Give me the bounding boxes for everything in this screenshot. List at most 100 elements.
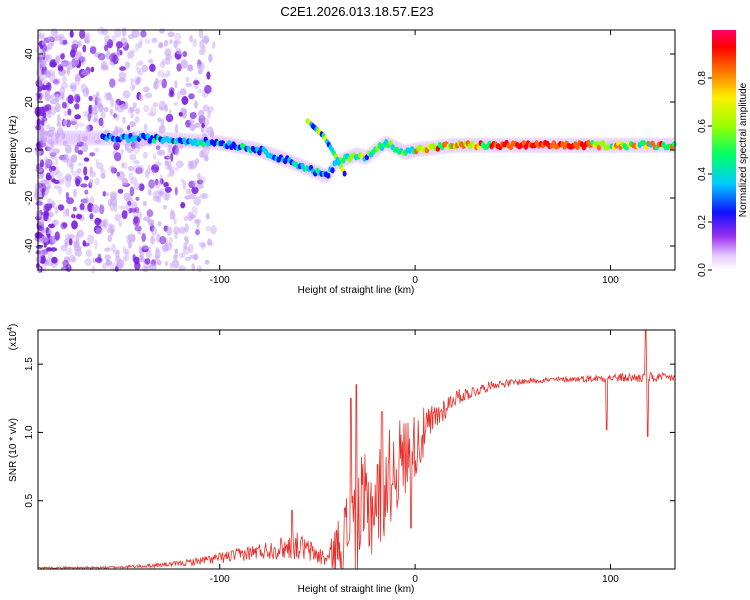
noise-blob xyxy=(104,92,111,101)
noise-blob xyxy=(105,92,113,101)
noise-blob xyxy=(97,26,105,35)
noise-blob xyxy=(100,111,106,119)
noise-blob xyxy=(146,209,154,218)
noise-blob xyxy=(84,175,89,181)
noise-blob xyxy=(135,196,140,201)
noise-blob xyxy=(117,188,124,194)
snr-frame xyxy=(37,329,676,570)
noise-blob xyxy=(139,250,145,260)
noise-blob xyxy=(73,188,77,198)
noise-blob xyxy=(89,213,94,220)
noise-blob xyxy=(61,101,67,109)
noise-blob xyxy=(151,226,158,236)
noise-blob xyxy=(110,228,114,237)
noise-blob xyxy=(54,171,63,179)
noise-blob xyxy=(117,77,126,83)
noise-blob xyxy=(199,150,205,158)
noise-blob xyxy=(109,78,116,88)
noise-blob xyxy=(138,60,144,66)
noise-blob xyxy=(130,49,136,54)
ridge-point xyxy=(330,167,335,174)
noise-blob xyxy=(91,94,96,102)
noise-blob xyxy=(210,225,217,235)
snr-y-tick-label: 1.5 xyxy=(24,357,35,371)
colorbar-label: Normalized spectral amplitude xyxy=(738,82,749,217)
colorbar-tick-label: 0.0 xyxy=(697,263,708,277)
noise-blob xyxy=(154,178,159,186)
noise-blob xyxy=(83,157,90,162)
noise-blob xyxy=(129,146,136,151)
noise-blob xyxy=(174,186,178,196)
spectrogram-y-ticks: -40 -20 0 20 40 xyxy=(24,48,675,253)
noise-blob xyxy=(127,200,132,206)
noise-blob xyxy=(94,217,101,226)
noise-blob xyxy=(43,79,49,86)
noise-blob xyxy=(40,179,49,185)
noise-blob xyxy=(191,263,195,272)
noise-blob xyxy=(37,33,45,40)
ridge-halo xyxy=(73,130,80,146)
noise-blob xyxy=(55,30,59,37)
noise-blob xyxy=(116,41,123,49)
snr-exponent-close: ) xyxy=(8,324,19,327)
noise-blob xyxy=(89,196,95,205)
noise-blob xyxy=(201,123,205,128)
noise-blob xyxy=(174,123,179,134)
noise-blob xyxy=(41,68,45,76)
ridge-point xyxy=(145,133,150,140)
noise-blob xyxy=(204,156,209,162)
noise-blob xyxy=(158,178,163,186)
noise-blob xyxy=(65,191,70,200)
snr-series-line xyxy=(37,329,676,570)
noise-blob xyxy=(133,165,141,175)
noise-blob xyxy=(42,111,47,119)
noise-blob xyxy=(180,202,186,209)
noise-blob xyxy=(185,188,192,195)
noise-blob xyxy=(164,160,169,166)
noise-blob xyxy=(134,116,140,123)
noise-blob xyxy=(157,79,164,84)
noise-blob xyxy=(113,141,120,151)
noise-blob xyxy=(96,97,102,107)
noise-blob xyxy=(119,66,127,71)
noise-blob xyxy=(205,225,211,232)
noise-blob xyxy=(44,104,52,111)
noise-blob xyxy=(49,203,53,209)
colorbar: 0.0 0.2 0.4 0.6 0.8 Normalized spectral ampl… xyxy=(697,30,749,277)
noise-blob xyxy=(44,182,52,188)
noise-blob xyxy=(54,156,59,166)
noise-blob xyxy=(150,235,155,245)
noise-blob xyxy=(125,197,134,203)
noise-blob xyxy=(161,58,165,65)
noise-blob xyxy=(208,53,213,63)
noise-blob xyxy=(121,162,128,169)
noise-blob xyxy=(196,179,204,185)
noise-blob xyxy=(65,145,72,154)
noise-blob xyxy=(184,256,191,261)
noise-blob xyxy=(60,61,67,67)
snr-x-ticks: -100 0 100 xyxy=(210,330,619,585)
noise-blob xyxy=(46,129,55,138)
noise-blob xyxy=(188,180,196,189)
noise-blob xyxy=(61,39,68,45)
noise-blob xyxy=(41,58,46,67)
noise-blob xyxy=(145,250,152,259)
noise-blob xyxy=(147,58,154,64)
noise-blob xyxy=(197,183,204,189)
noise-blob xyxy=(206,71,211,80)
noise-blob xyxy=(169,169,175,177)
noise-blob xyxy=(62,207,66,218)
spectrogram-noise-layer xyxy=(34,26,217,274)
noise-blob xyxy=(143,123,148,132)
noise-blob xyxy=(41,44,48,52)
noise-blob xyxy=(114,125,119,136)
noise-blob xyxy=(62,75,67,84)
noise-blob xyxy=(50,93,59,101)
noise-blob xyxy=(128,207,132,214)
noise-blob xyxy=(67,174,72,181)
noise-blob xyxy=(202,133,208,138)
noise-blob xyxy=(77,134,81,144)
noise-blob xyxy=(56,127,64,136)
ridge-point xyxy=(672,141,677,148)
noise-blob xyxy=(159,28,165,34)
